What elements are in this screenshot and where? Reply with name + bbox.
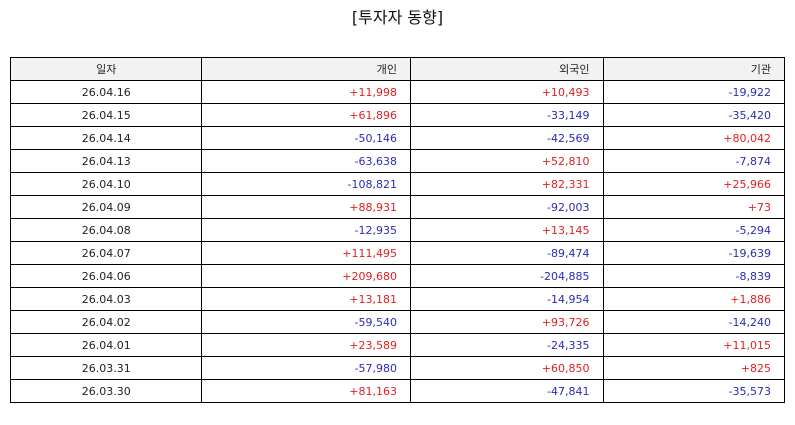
date-cell: 26.04.07 [9, 241, 203, 265]
table-row: 26.04.08 -12,935 +13,145 -5,294 [9, 218, 785, 242]
date-cell: 26.04.01 [9, 333, 203, 357]
table-row: 26.04.15 +61,896 -33,149 -35,420 [9, 103, 785, 127]
date-cell: 26.04.08 [9, 218, 203, 242]
foreigner-cell: +52,810 [410, 149, 604, 173]
foreigner-cell: -92,003 [410, 195, 604, 219]
table-row: 26.04.14 -50,146 -42,569 +80,042 [9, 126, 785, 150]
header-foreigner: 외국인 [410, 57, 604, 81]
table-row: 26.04.09 +88,931 -92,003 +73 [9, 195, 785, 219]
individual-cell: +11,998 [201, 80, 412, 104]
foreigner-cell: -204,885 [410, 264, 604, 288]
institution-cell: -19,922 [602, 80, 785, 104]
date-cell: 26.04.02 [9, 310, 203, 334]
institution-cell: +25,966 [602, 172, 785, 196]
table-row: 26.04.06 +209,680 -204,885 -8,839 [9, 264, 785, 288]
individual-cell: +81,163 [201, 379, 412, 403]
foreigner-cell: -47,841 [410, 379, 604, 403]
page-title: [투자자 동향] [351, 8, 444, 27]
date-cell: 26.04.13 [9, 149, 203, 173]
institution-cell: -35,420 [602, 103, 785, 127]
foreigner-cell: +82,331 [410, 172, 604, 196]
foreigner-cell: -89,474 [410, 241, 604, 265]
table-row: 26.04.10 -108,821 +82,331 +25,966 [9, 172, 785, 196]
table-row: 26.04.02 -59,540 +93,726 -14,240 [9, 310, 785, 334]
institution-cell: +11,015 [602, 333, 785, 357]
table-row: 26.04.13 -63,638 +52,810 -7,874 [9, 149, 785, 173]
individual-cell: +209,680 [201, 264, 412, 288]
table-row: 26.03.31 -57,980 +60,850 +825 [9, 356, 785, 380]
institution-cell: +73 [602, 195, 785, 219]
table-row: 26.04.07 +111,495 -89,474 -19,639 [9, 241, 785, 265]
date-cell: 26.03.30 [9, 379, 203, 403]
date-cell: 26.04.10 [9, 172, 203, 196]
date-cell: 26.04.03 [9, 287, 203, 311]
institution-cell: +1,886 [602, 287, 785, 311]
table-body: 26.04.16 +11,998 +10,493 -19,922 26.04.15 +61… [9, 80, 785, 403]
individual-cell: +88,931 [201, 195, 412, 219]
institution-cell: -5,294 [602, 218, 785, 242]
institution-cell: +825 [602, 356, 785, 380]
individual-cell: +23,589 [201, 333, 412, 357]
foreigner-cell: +60,850 [410, 356, 604, 380]
investor-trend-table: 일자 개인 외국인 기관 26.04.16 +11,998 +10,493 -19,9… [9, 57, 785, 403]
individual-cell: -108,821 [201, 172, 412, 196]
individual-cell: -63,638 [201, 149, 412, 173]
date-cell: 26.03.31 [9, 356, 203, 380]
institution-cell: -14,240 [602, 310, 785, 334]
table-header: 일자 개인 외국인 기관 [9, 57, 785, 81]
institution-cell: -7,874 [602, 149, 785, 173]
date-cell: 26.04.15 [9, 103, 203, 127]
header-row: 일자 개인 외국인 기관 [9, 57, 785, 81]
date-cell: 26.04.14 [9, 126, 203, 150]
individual-cell: -57,980 [201, 356, 412, 380]
individual-cell: +13,181 [201, 287, 412, 311]
table-row: 26.03.30 +81,163 -47,841 -35,573 [9, 379, 785, 403]
institution-cell: +80,042 [602, 126, 785, 150]
foreigner-cell: -33,149 [410, 103, 604, 127]
individual-cell: -50,146 [201, 126, 412, 150]
individual-cell: -59,540 [201, 310, 412, 334]
header-institution: 기관 [602, 57, 785, 81]
header-date: 일자 [9, 57, 203, 81]
individual-cell: -12,935 [201, 218, 412, 242]
foreigner-cell: -42,569 [410, 126, 604, 150]
header-individual: 개인 [201, 57, 412, 81]
date-cell: 26.04.09 [9, 195, 203, 219]
table-row: 26.04.01 +23,589 -24,335 +11,015 [9, 333, 785, 357]
table-row: 26.04.03 +13,181 -14,954 +1,886 [9, 287, 785, 311]
table-row: 26.04.16 +11,998 +10,493 -19,922 [9, 80, 785, 104]
date-cell: 26.04.16 [9, 80, 203, 104]
institution-cell: -35,573 [602, 379, 785, 403]
foreigner-cell: -24,335 [410, 333, 604, 357]
individual-cell: +111,495 [201, 241, 412, 265]
foreigner-cell: +10,493 [410, 80, 604, 104]
foreigner-cell: +93,726 [410, 310, 604, 334]
individual-cell: +61,896 [201, 103, 412, 127]
institution-cell: -19,639 [602, 241, 785, 265]
date-cell: 26.04.06 [9, 264, 203, 288]
foreigner-cell: +13,145 [410, 218, 604, 242]
foreigner-cell: -14,954 [410, 287, 604, 311]
institution-cell: -8,839 [602, 264, 785, 288]
